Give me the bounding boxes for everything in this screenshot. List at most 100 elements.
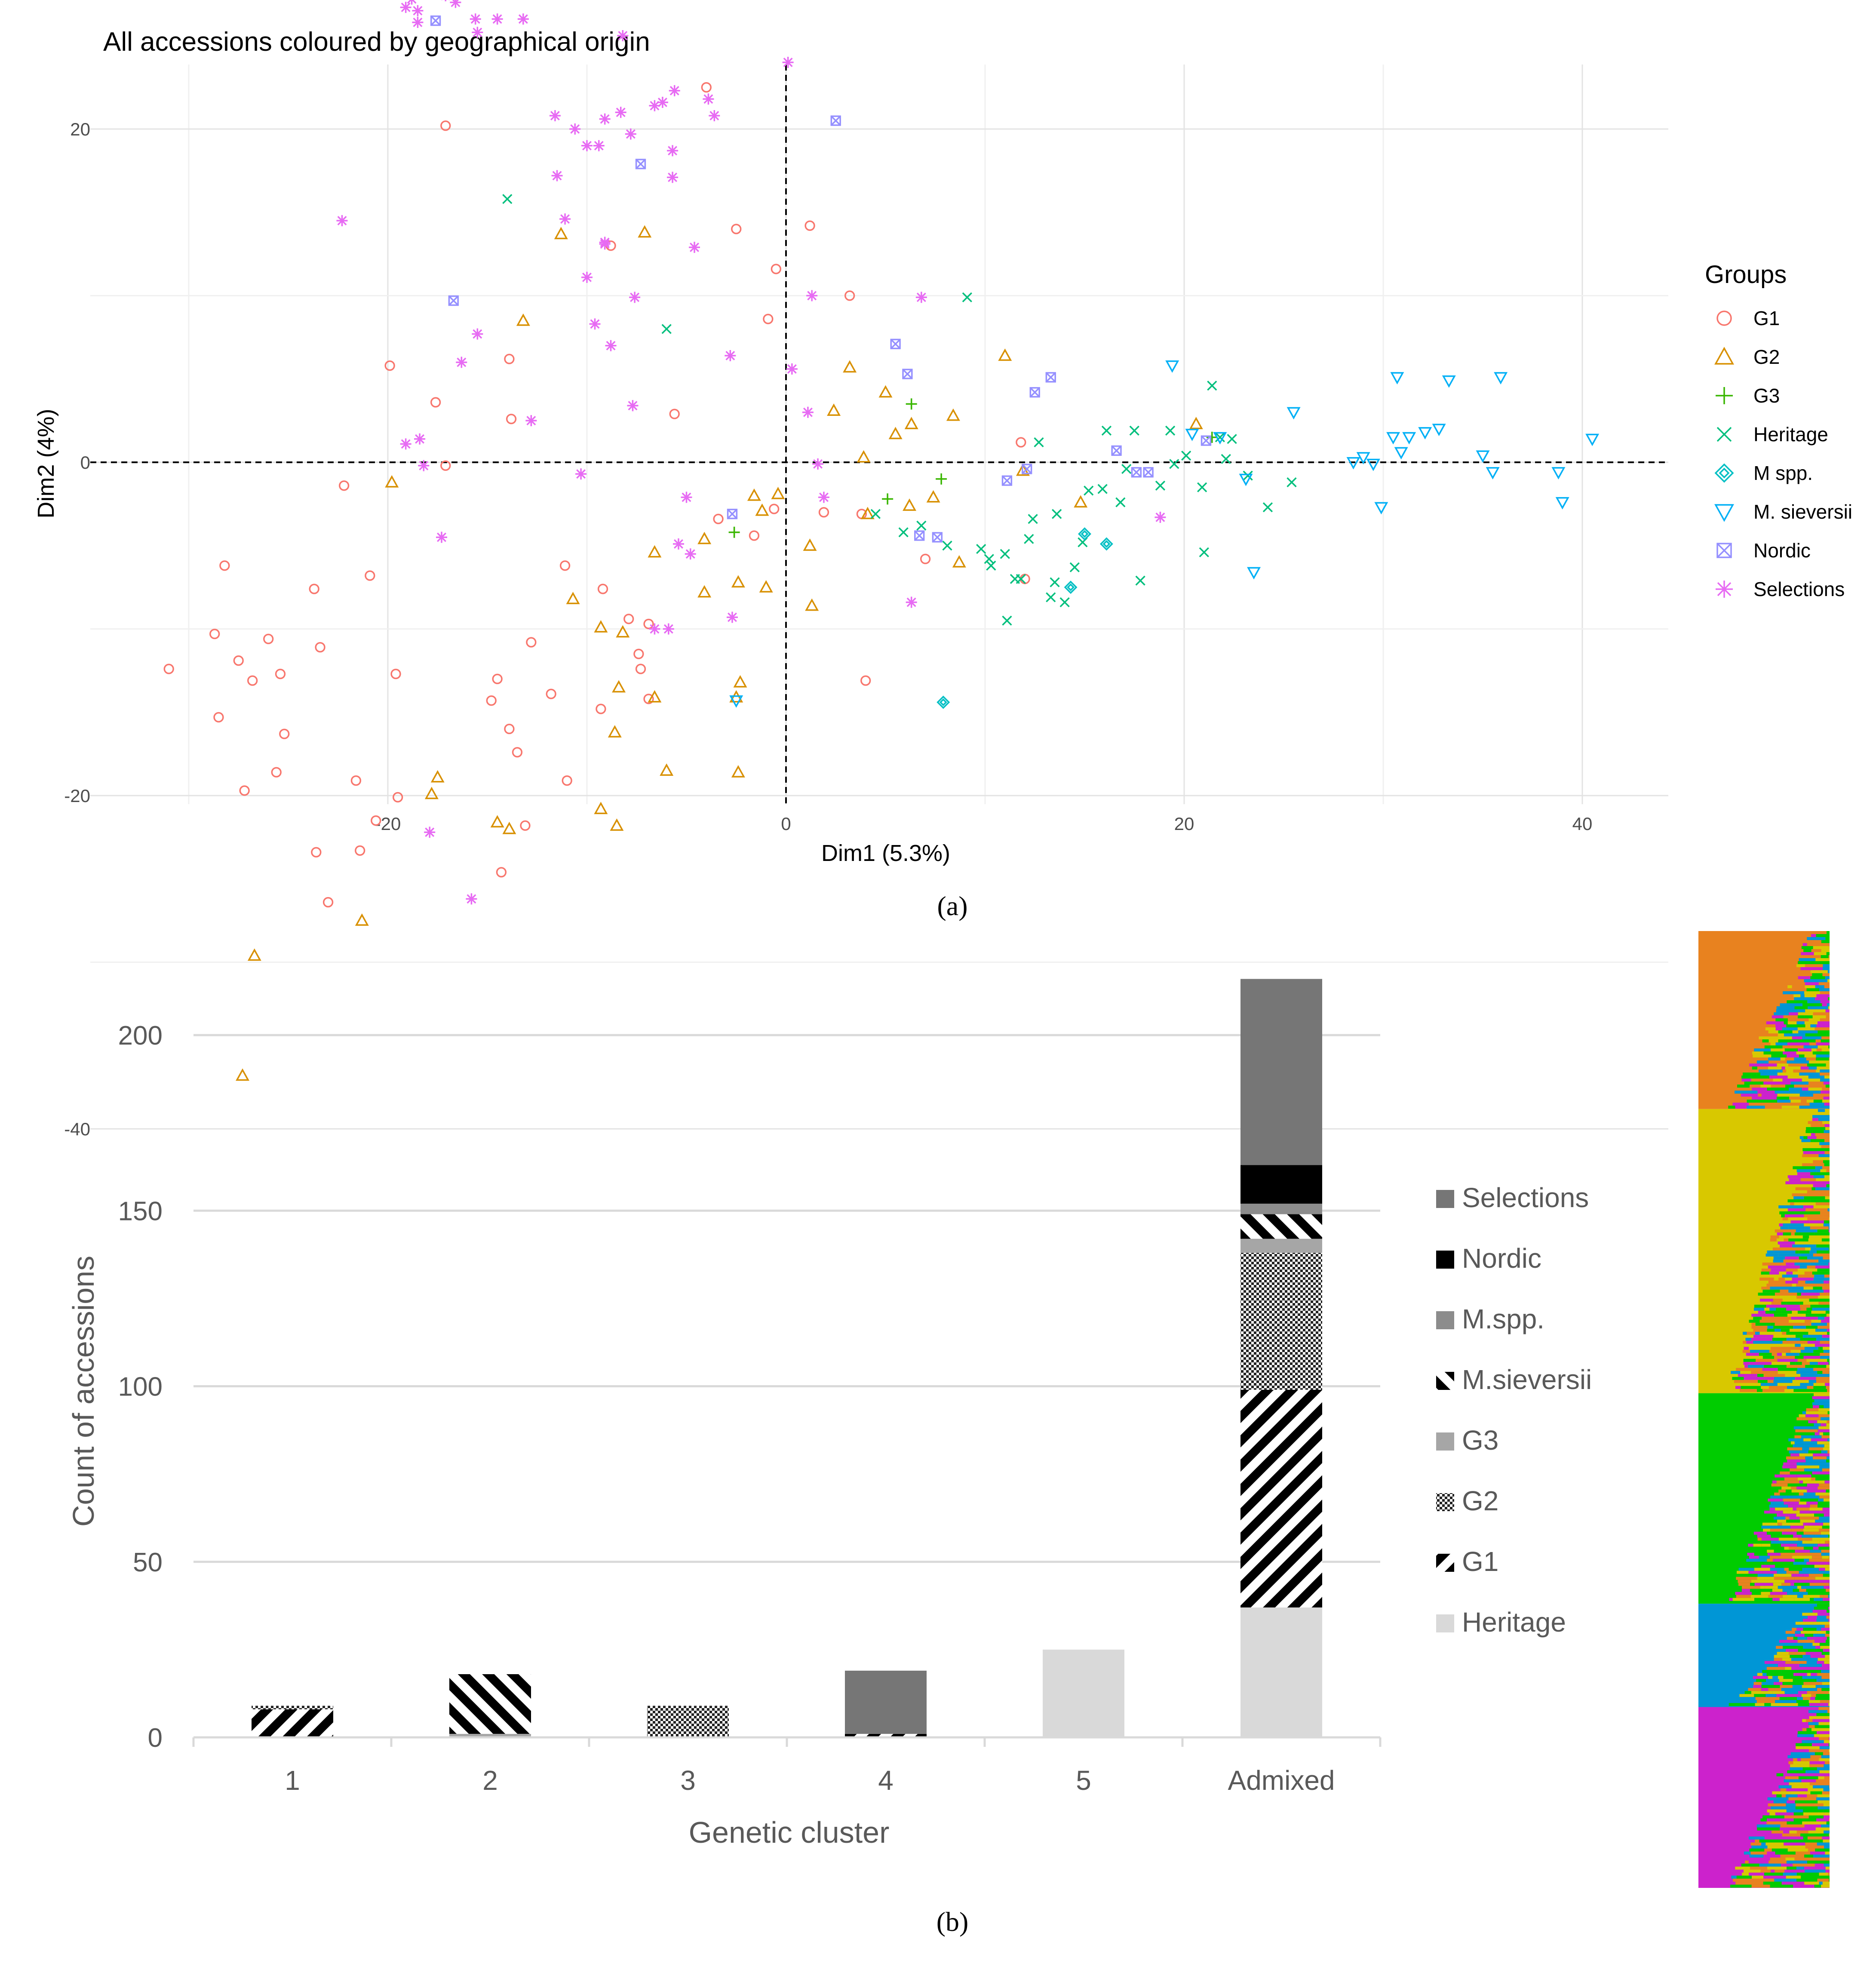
- structure-admixture-segment: [1759, 1352, 1772, 1356]
- structure-admixture-segment: [1786, 1024, 1805, 1027]
- scatter-point: [1366, 458, 1380, 471]
- structure-admixture-segment: [1800, 1833, 1808, 1837]
- structure-admixture-segment: [1787, 1483, 1807, 1487]
- structure-admixture-segment: [1802, 1534, 1815, 1538]
- scatter-point: [882, 493, 893, 505]
- scatter-point: [1135, 575, 1145, 586]
- structure-admixture-segment: [1825, 1716, 1830, 1719]
- structure-admixture-segment: [1824, 1480, 1830, 1484]
- structure-admixture-segment: [1793, 1782, 1810, 1786]
- structure-admixture-segment: [1763, 1051, 1783, 1054]
- structure-admixture-segment: [1823, 964, 1830, 967]
- scatter-point: [629, 292, 641, 303]
- structure-admixture-segment: [1772, 1598, 1780, 1601]
- structure-admixture-segment: [1807, 1794, 1818, 1798]
- structure-admixture-segment: [1753, 1054, 1772, 1057]
- scatter-point: [689, 242, 700, 253]
- structure-admixture-segment: [1802, 1613, 1818, 1616]
- structure-admixture-segment: [1731, 1100, 1747, 1103]
- structure-admixture-segment: [1822, 967, 1830, 970]
- scatter-point: [506, 414, 517, 424]
- structure-admixture-segment: [1805, 1652, 1822, 1655]
- structure-admixture-segment: [1818, 1580, 1830, 1583]
- structure-admixture-segment: [1807, 1821, 1827, 1825]
- structure-admixture-segment: [1819, 1483, 1830, 1487]
- bar-legend-swatch: [1436, 1554, 1454, 1572]
- structure-admixture-segment: [1829, 1878, 1830, 1882]
- structure-admixture-segment: [1798, 1012, 1813, 1015]
- structure-admixture-segment: [1789, 1178, 1801, 1181]
- scatter-point-cross: [1201, 435, 1211, 446]
- structure-admixture-segment: [1811, 1438, 1827, 1442]
- structure-admixture-segment: [1799, 1571, 1819, 1574]
- structure-admixture-segment: [1769, 1824, 1781, 1828]
- structure-admixture-segment: [1790, 1655, 1803, 1658]
- structure-admixture-segment: [1787, 1836, 1803, 1840]
- structure-admixture-segment: [1818, 1776, 1824, 1780]
- structure-admixture-segment: [1805, 1247, 1811, 1251]
- structure-admixture-segment: [1757, 1374, 1764, 1377]
- structure-admixture-segment: [1819, 1595, 1824, 1598]
- structure-admixture-segment: [1771, 1483, 1788, 1487]
- structure-admixture-segment: [1814, 1513, 1824, 1517]
- structure-admixture-segment: [1790, 1441, 1795, 1445]
- structure-admixture-segment: [1762, 1289, 1780, 1293]
- structure-admixture-segment: [1818, 1613, 1830, 1616]
- panel-a-scatter: All accessions coloured by geographical …: [33, 0, 1852, 1139]
- structure-admixture-segment: [1826, 1631, 1830, 1634]
- scatter-point: [1201, 435, 1212, 446]
- structure-admixture-segment: [1751, 1076, 1769, 1079]
- scatter-point: [393, 792, 403, 803]
- structure-admixture-segment: [1806, 1589, 1810, 1592]
- structure-admixture-segment: [1795, 1362, 1802, 1365]
- structure-admixture-segment: [1761, 1561, 1780, 1565]
- structure-admixture-segment: [1809, 1716, 1825, 1719]
- structure-admixture-segment: [1827, 1208, 1830, 1211]
- structure-admixture-segment: [1809, 1510, 1824, 1514]
- structure-admixture-segment: [1822, 1402, 1830, 1405]
- structure-admixture-segment: [1818, 1658, 1830, 1661]
- structure-admixture-segment: [1798, 1619, 1803, 1622]
- scatter-point: [470, 13, 481, 25]
- scatter-point: [888, 427, 903, 440]
- scatter-legend-label: M. sieversii: [1753, 501, 1852, 523]
- structure-admixture-segment: [1753, 1334, 1767, 1338]
- structure-admixture-segment: [1808, 1788, 1813, 1792]
- scatter-point: [1227, 434, 1237, 444]
- structure-admixture-segment: [1822, 1121, 1830, 1124]
- structure-admixture-segment: [1802, 1154, 1819, 1157]
- structure-admixture-segment: [1821, 1664, 1830, 1667]
- scatter-point: [440, 460, 451, 471]
- bar-segment-m-sieversii: [449, 1674, 531, 1734]
- structure-admixture-segment: [1785, 1211, 1800, 1214]
- scatter-point: [890, 338, 901, 350]
- bar-legend-label: G3: [1462, 1425, 1498, 1456]
- structure-admixture-segment: [1821, 1688, 1830, 1691]
- structure-admixture-segment: [1758, 1310, 1765, 1314]
- structure-admixture-segment: [1795, 1250, 1799, 1254]
- structure-admixture-segment: [1779, 1679, 1793, 1682]
- structure-admixture-segment: [1821, 1181, 1830, 1184]
- scatter-point: [657, 97, 668, 108]
- structure-admixture-segment: [1787, 1637, 1793, 1640]
- structure-admixture-segment: [1793, 1818, 1817, 1822]
- structure-admixture-segment: [1795, 1377, 1816, 1380]
- structure-admixture-segment: [1827, 1673, 1830, 1676]
- structure-admixture-segment: [1810, 1262, 1829, 1266]
- structure-admixture-segment: [1810, 1304, 1830, 1308]
- structure-admixture-segment: [1810, 1024, 1817, 1027]
- structure-admixture-segment: [1788, 1193, 1792, 1196]
- structure-admixture-segment: [1793, 1426, 1815, 1429]
- structure-admixture-segment: [1792, 1773, 1807, 1777]
- bar-legend-item: G3: [1436, 1425, 1498, 1456]
- structure-admixture-segment: [1750, 1085, 1761, 1088]
- bar-legend-item: Nordic: [1436, 1243, 1541, 1274]
- bar-legend-swatch: [1436, 1372, 1454, 1390]
- structure-admixture-segment: [1786, 1365, 1805, 1368]
- structure-admixture-segment: [1774, 1658, 1782, 1661]
- structure-admixture-segment: [1767, 1818, 1772, 1822]
- structure-admixture-segment: [1751, 1691, 1773, 1694]
- structure-admixture-segment: [1759, 1036, 1780, 1039]
- scatter-points: [163, 0, 1600, 1081]
- structure-admixture-segment: [1820, 1352, 1830, 1356]
